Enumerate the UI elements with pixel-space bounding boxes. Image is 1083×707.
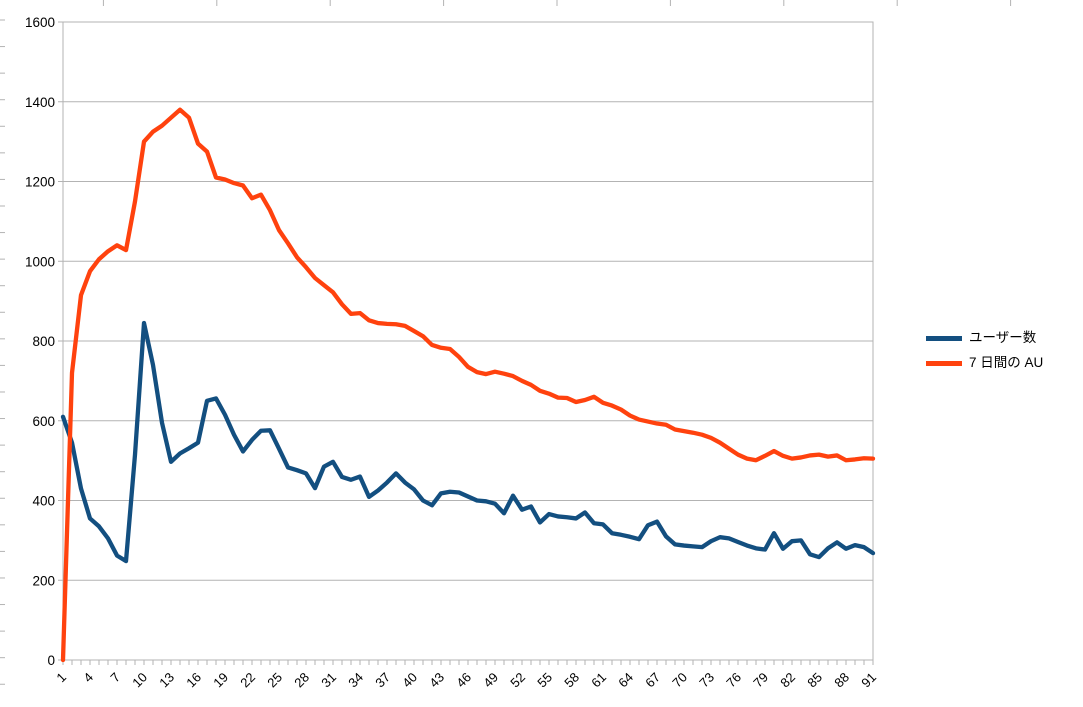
- legend-label-users: ユーザー数: [969, 330, 1037, 345]
- y-axis-tick-label: 1000: [25, 254, 55, 269]
- x-axis-tick-label: 61: [588, 670, 609, 691]
- legend-item-users[interactable]: ユーザー数: [926, 329, 1043, 347]
- x-axis-tick-label: 22: [237, 670, 258, 691]
- x-axis-tick-label: 10: [129, 670, 150, 691]
- y-axis-tick-label: 1600: [25, 15, 55, 30]
- x-axis-tick-label: 34: [345, 670, 366, 691]
- y-axis-tick-label: 1200: [25, 175, 55, 190]
- x-axis-tick-label: 37: [372, 670, 393, 691]
- legend-item-7day-au[interactable]: 7 日間の AU: [926, 354, 1043, 372]
- legend-swatch-users-line: [926, 335, 962, 341]
- series-line-0[interactable]: [60, 320, 876, 564]
- y-axis-tick-label: 0: [47, 653, 55, 668]
- x-axis-tick-label: 64: [615, 670, 636, 691]
- x-axis-tick-label: 76: [723, 670, 744, 691]
- x-axis-tick-label: 28: [291, 670, 312, 691]
- x-axis-tick-label: 91: [858, 670, 879, 691]
- x-axis-tick-label: 16: [183, 670, 204, 691]
- x-axis-tick-label: 31: [318, 670, 339, 691]
- x-axis-tick-label: 43: [426, 670, 447, 691]
- y-axis-tick-label: 400: [32, 494, 55, 509]
- y-axis-tick-label: 200: [32, 573, 55, 588]
- x-axis-tick-label: 73: [696, 670, 717, 691]
- x-axis-tick-label: 82: [777, 670, 798, 691]
- x-axis-tick-label: 19: [210, 670, 231, 691]
- x-axis-tick-label: 85: [804, 670, 825, 691]
- x-axis-tick-label: 58: [561, 670, 582, 691]
- x-axis-tick-label: 13: [156, 670, 177, 691]
- x-axis-tick-label: 46: [453, 670, 474, 691]
- x-axis-tick-label: 55: [534, 670, 555, 691]
- x-axis-tick-label: 88: [831, 670, 852, 691]
- y-axis-tick-label: 800: [32, 334, 55, 349]
- x-axis-tick-label: 67: [642, 670, 663, 691]
- legend-label-7day-au: 7 日間の AU: [969, 355, 1044, 370]
- y-axis-tick-label: 1400: [25, 95, 55, 110]
- x-axis-tick-label: 49: [480, 670, 501, 691]
- chart-legend: ユーザー数 7 日間の AU: [926, 329, 1043, 372]
- x-axis-tick-label: 4: [80, 670, 96, 686]
- legend-swatch-7day-au-line: [926, 360, 962, 366]
- x-axis-tick-label: 25: [264, 670, 285, 691]
- x-axis-tick-label: 1: [53, 670, 69, 686]
- series-line-1[interactable]: [60, 107, 876, 663]
- x-axis-tick-label: 7: [107, 670, 123, 686]
- x-axis-tick-label: 79: [750, 670, 771, 691]
- x-axis-tick-label: 40: [399, 670, 420, 691]
- y-axis-tick-label: 600: [32, 414, 55, 429]
- x-axis-tick-label: 70: [669, 670, 690, 691]
- x-axis-tick-label: 52: [507, 670, 528, 691]
